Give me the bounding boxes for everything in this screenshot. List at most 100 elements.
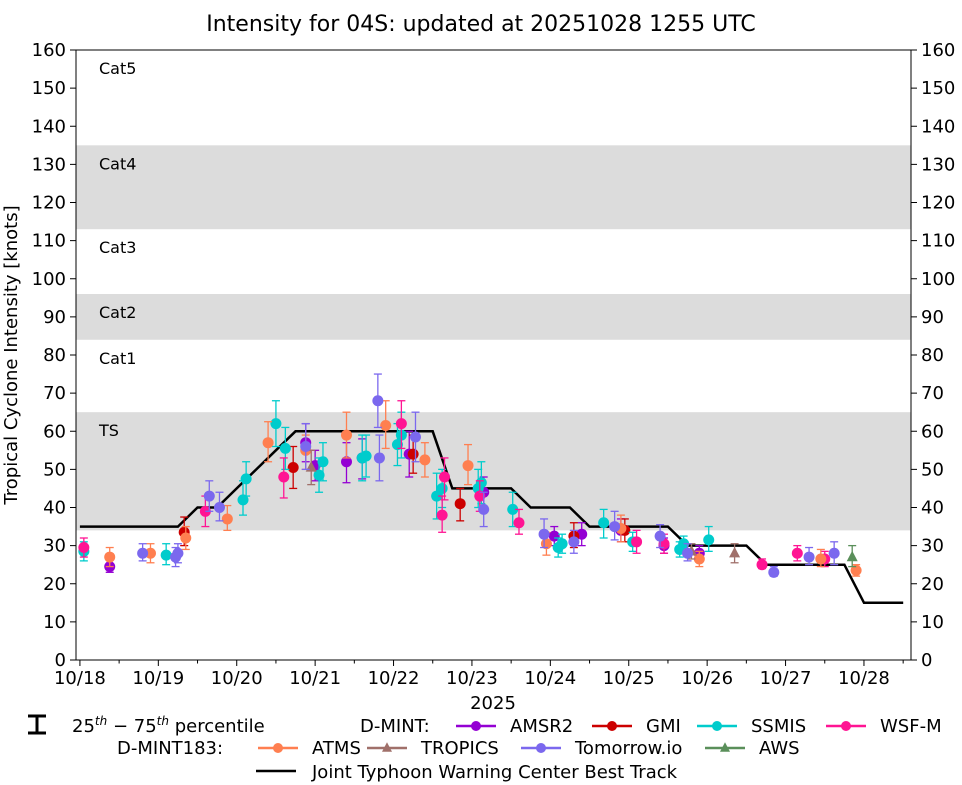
- legend-label-amsr2: AMSR2: [510, 716, 573, 737]
- point-atms: [850, 564, 862, 576]
- series-tomorrow-io: [137, 373, 840, 578]
- y-axis-left: 0 10 20 30 40 50 60 70 80 90 100 110 120 130 140 150 160: [32, 40, 76, 671]
- point-atms: [144, 547, 156, 559]
- point-wsf-m: [791, 547, 803, 559]
- category-labels: TS Cat1 Cat2 Cat3 Cat4 Cat5: [98, 59, 136, 440]
- ytick-label: 120: [921, 193, 955, 214]
- point-atms: [104, 551, 116, 563]
- point-gmi: [287, 461, 299, 473]
- legend-label-ssmis: SSMIS: [751, 716, 806, 737]
- ytick-label: 70: [43, 383, 66, 404]
- point-atms: [815, 553, 827, 565]
- point-atms: [462, 460, 474, 472]
- legend-entry-amsr2: AMSR2: [456, 716, 573, 737]
- x-axis-label: 2025: [470, 693, 516, 714]
- point-ssmis: [703, 534, 715, 546]
- xtick-label: 10/21: [289, 668, 341, 689]
- point-atms: [262, 437, 274, 449]
- legend-swatch-marker: [841, 721, 851, 731]
- xtick-label: 10/22: [368, 668, 420, 689]
- legend-swatch-marker: [720, 742, 730, 752]
- point-ssmis: [160, 549, 172, 561]
- point-tomorrow-io: [538, 528, 550, 540]
- point-tomorrow-io: [568, 536, 580, 548]
- point-ssmis: [391, 439, 403, 451]
- category-label-cat5: Cat5: [99, 59, 136, 78]
- point-tomorrow-io: [409, 431, 421, 443]
- point-atms: [340, 429, 352, 441]
- point-wsf-m: [395, 418, 407, 430]
- y-axis-label: Tropical Cyclone Intensity [knots]: [1, 205, 22, 505]
- band-cat4: [76, 145, 911, 230]
- legend-entry-tomorrow-io: Tomorrow.io: [521, 738, 682, 759]
- ytick-label: 50: [921, 459, 944, 480]
- category-bands: [76, 145, 911, 531]
- point-tomorrow-io: [654, 530, 666, 542]
- legend-label-wsf-m: WSF-M: [880, 716, 942, 737]
- legend-label-tropics: TROPICS: [420, 738, 499, 759]
- point-wsf-m: [474, 490, 486, 502]
- point-tomorrow-io: [682, 547, 694, 559]
- point-ssmis: [507, 503, 519, 515]
- ytick-label: 110: [32, 231, 66, 252]
- point-tomorrow-io: [372, 395, 384, 407]
- category-label-cat4: Cat4: [99, 154, 136, 173]
- point-gmi: [407, 448, 419, 460]
- legend-entry-atms: ATMS: [258, 738, 361, 759]
- xtick-label: 10/23: [446, 668, 498, 689]
- point-tomorrow-io: [300, 441, 312, 452]
- point-tomorrow-io: [137, 547, 149, 559]
- series-wsf-m: [78, 400, 831, 571]
- point-wsf-m: [513, 517, 525, 529]
- legend-swatch-marker: [712, 721, 722, 731]
- point-ssmis: [270, 418, 282, 430]
- ytick-label: 150: [921, 78, 955, 99]
- point-ssmis: [360, 450, 372, 462]
- ytick-label: 30: [43, 536, 66, 557]
- point-aws: [846, 550, 858, 562]
- ytick-label: 20: [43, 574, 66, 595]
- d-mint183-legend-label: D-MINT183:: [117, 738, 223, 759]
- point-ssmis: [431, 490, 443, 502]
- ytick-label: 160: [32, 40, 66, 61]
- ytick-label: 130: [32, 154, 66, 175]
- ytick-label: 10: [43, 612, 66, 633]
- point-amsr2: [340, 456, 352, 468]
- point-tomorrow-io: [213, 502, 225, 513]
- ytick-label: 90: [921, 307, 944, 328]
- legend-entries: AMSR2 GMI SSMIS WSF-M ATMS TROPICS Tomorrow.io…: [258, 716, 942, 759]
- best-track-layer: [79, 430, 904, 605]
- ytick-label: 20: [921, 574, 944, 595]
- ytick-label: 140: [921, 116, 955, 137]
- ytick-label: 100: [921, 269, 955, 290]
- point-amsr2: [548, 530, 560, 542]
- category-label-cat3: Cat3: [99, 238, 136, 257]
- legend-label-aws: AWS: [759, 738, 800, 759]
- ytick-label: 160: [921, 40, 955, 61]
- category-label-cat1: Cat1: [99, 349, 136, 368]
- xtick-label: 10/26: [681, 668, 733, 689]
- ytick-label: 80: [43, 345, 66, 366]
- xtick-label: 10/19: [132, 668, 184, 689]
- point-tomorrow-io: [828, 547, 840, 559]
- ytick-label: 30: [921, 536, 944, 557]
- legend: 25th − 75th percentile D-MINT: D-MINT183…: [28, 714, 942, 783]
- category-label-cat2: Cat2: [99, 303, 136, 322]
- point-wsf-m: [756, 559, 768, 571]
- xtick-label: 10/18: [54, 668, 106, 689]
- point-ssmis: [279, 442, 291, 454]
- series-ssmis: [78, 400, 715, 566]
- point-atms: [419, 454, 431, 466]
- xtick-label: 10/24: [524, 668, 576, 689]
- legend-swatch-marker: [536, 743, 546, 753]
- point-wsf-m: [78, 542, 90, 554]
- ytick-label: 100: [32, 269, 66, 290]
- point-wsf-m: [631, 536, 643, 548]
- ytick-label: 60: [921, 421, 944, 442]
- point-atms: [221, 513, 233, 525]
- point-atms: [693, 553, 705, 565]
- ytick-label: 0: [921, 650, 932, 671]
- point-ssmis: [313, 469, 325, 481]
- legend-label-atms: ATMS: [312, 738, 361, 759]
- ytick-label: 90: [43, 307, 66, 328]
